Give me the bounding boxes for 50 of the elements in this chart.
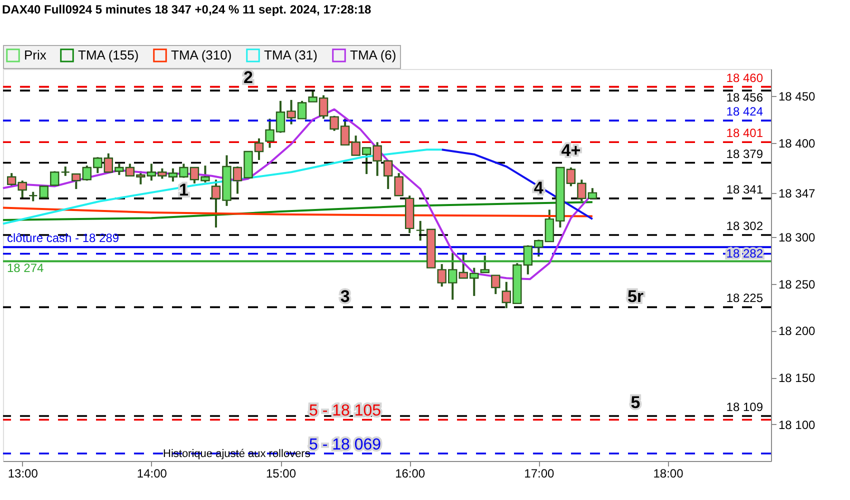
candlestick [18, 180, 27, 200]
legend-label: TMA (310) [171, 47, 232, 62]
candlestick [480, 254, 490, 274]
y-tick-label: 18 347 [778, 186, 816, 200]
y-tick-label: 18 200 [778, 324, 816, 338]
candlestick [28, 190, 38, 202]
legend-label: TMA (155) [78, 47, 139, 62]
y-tick-label: 18 150 [778, 371, 816, 386]
annotation: Historique ajusté aux rollovers [163, 448, 311, 460]
candlestick [7, 172, 16, 188]
annotation: 5 [630, 393, 640, 412]
ref-line-label: 18 225 [726, 291, 764, 306]
x-tick-label: 17:00 [524, 466, 555, 480]
legend-label: TMA (6) [350, 47, 396, 62]
y-tick-label: 18 250 [778, 277, 816, 292]
line-series [2, 201, 594, 221]
x-tick-label: 16:00 [395, 466, 426, 480]
candlestick [60, 166, 70, 177]
ref-line-label: 18 341 [726, 182, 764, 196]
ref-line-label: 18 460 [726, 70, 764, 85]
ref-line-label: 18 282 [726, 246, 764, 261]
legend-label: TMA (31) [264, 47, 318, 62]
ref-line-label: 18 456 [726, 90, 764, 105]
x-tick-label: 14:00 [136, 466, 168, 480]
ref-line-label: 18 274 [7, 261, 44, 276]
chart-title: DAX40 Full0924 5 minutes 18 347 +0,24 % 11 sept. 2024, 17:28:18 [2, 2, 372, 16]
annotation: 5 - 18 069 [309, 436, 382, 454]
annotation: 3 [340, 287, 350, 306]
ref-line-label: 18 109 [726, 400, 764, 414]
annotation: 5r [627, 287, 644, 306]
ref-line-label: 18 401 [726, 126, 764, 140]
x-tick-label: 13:00 [8, 466, 38, 480]
ref-line-label: 18 302 [726, 218, 764, 233]
y-tick-label: 18 400 [778, 136, 816, 151]
ref-line-label: 18 424 [726, 104, 764, 119]
x-tick-label: 15:00 [266, 466, 296, 480]
y-tick-label: 18 100 [778, 418, 816, 432]
ref-line-label: 18 379 [726, 146, 764, 161]
annotation: 2 [244, 68, 253, 87]
legend-label: Prix [24, 47, 47, 62]
candlestick [72, 173, 81, 190]
line-series [2, 206, 594, 218]
candlestick [416, 220, 425, 242]
x-tick-label: 18:00 [653, 466, 684, 480]
line-series [2, 148, 443, 225]
candlestick [491, 274, 500, 296]
y-tick-label: 18 450 [778, 90, 816, 104]
y-tick-label: 18 300 [778, 230, 816, 244]
annotation: 4+ [561, 140, 581, 160]
ref-line-label: clôture cash - 18 289 [7, 231, 120, 246]
